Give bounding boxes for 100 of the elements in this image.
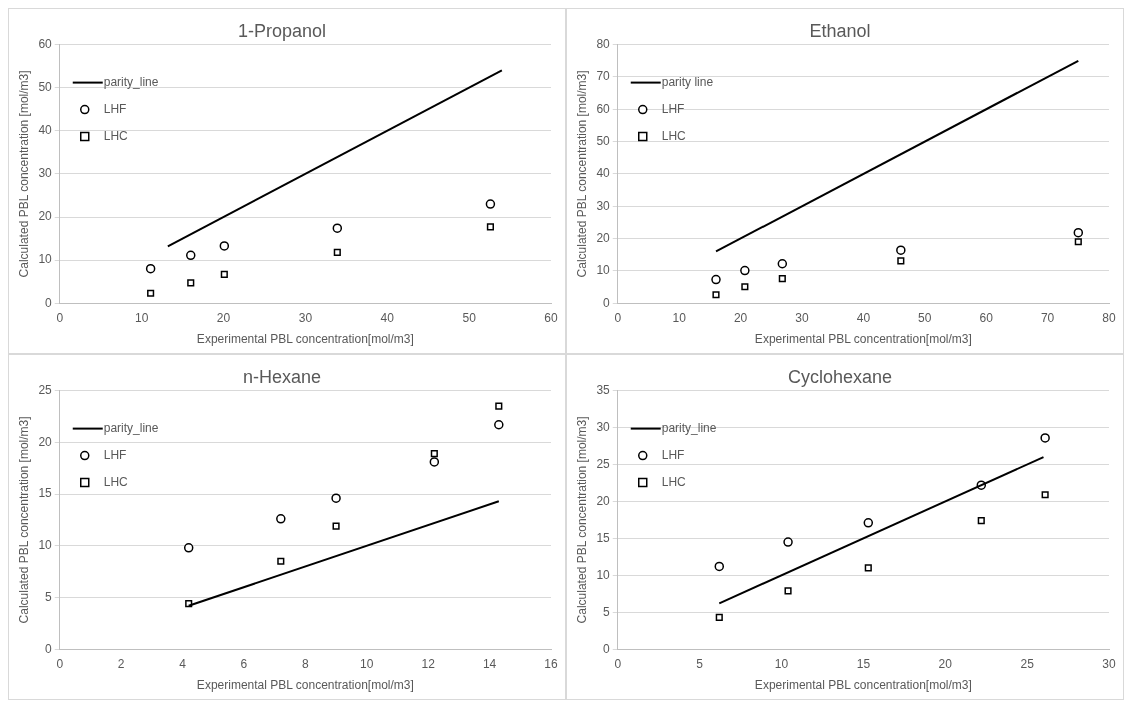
x-tick-label: 40 <box>856 310 871 325</box>
y-tick-label: 60 <box>596 101 611 116</box>
point <box>220 270 228 278</box>
point <box>784 587 792 595</box>
y-tick-label: 70 <box>596 69 611 84</box>
y-tick-label: 40 <box>38 123 53 138</box>
x-tick-label: 80 <box>1102 310 1116 325</box>
x-tick-label: 20 <box>938 656 953 671</box>
point <box>711 274 721 285</box>
x-tick-label: 10 <box>360 656 374 671</box>
x-tick-label: 12 <box>421 656 436 671</box>
y-tick-label: 15 <box>596 530 611 545</box>
point <box>333 248 341 256</box>
x-axis-title: Experimental PBL concentration[mol/m3] <box>196 332 414 347</box>
y-tick-label: 20 <box>596 493 611 508</box>
x-tick-label: 0 <box>614 310 622 325</box>
x-tick-label: 16 <box>544 656 558 671</box>
point <box>147 289 155 297</box>
point <box>777 259 788 269</box>
point <box>277 557 285 565</box>
x-tick-label: 60 <box>544 310 558 325</box>
y-axis-title: Calculated PBL concentration [mol/m3] <box>16 416 31 624</box>
y-tick-label: 15 <box>38 486 53 501</box>
point <box>712 291 720 299</box>
y-tick-label: 10 <box>38 252 53 267</box>
point <box>1040 433 1050 443</box>
x-axis-title: Experimental PBL concentration[mol/m3] <box>754 332 972 347</box>
point <box>714 561 725 572</box>
y-tick-label: 35 <box>596 382 611 397</box>
x-tick-label: 10 <box>672 310 687 325</box>
legend-label: LHF <box>103 447 127 462</box>
y-tick-label: 25 <box>596 456 611 471</box>
y-tick-label: 25 <box>38 382 53 397</box>
point <box>276 514 286 524</box>
point <box>145 263 156 274</box>
point <box>741 283 749 291</box>
y-tick-label: 60 <box>38 36 53 51</box>
x-tick-label: 50 <box>918 310 932 325</box>
legend-label: parity_line <box>103 420 159 435</box>
legend-label: LHF <box>103 101 127 116</box>
point <box>486 223 494 231</box>
legend-label: LHC <box>103 128 129 143</box>
point <box>187 279 195 287</box>
point <box>977 517 985 525</box>
x-tick-label: 0 <box>614 656 622 671</box>
point <box>897 257 905 265</box>
x-tick-label: 0 <box>56 656 64 671</box>
point <box>1074 238 1082 246</box>
y-tick-label: 5 <box>45 589 53 604</box>
point <box>778 275 786 283</box>
y-tick-label: 20 <box>596 230 611 245</box>
legend-label: parity line <box>661 74 714 89</box>
point <box>715 613 723 622</box>
point <box>1073 227 1084 238</box>
x-tick-label: 10 <box>774 656 789 671</box>
y-tick-label: 80 <box>596 36 611 51</box>
chart-title: Ethanol <box>809 20 871 41</box>
point <box>494 419 504 430</box>
x-tick-label: 2 <box>117 656 125 671</box>
point <box>740 265 750 276</box>
point <box>183 543 194 553</box>
chart-title: 1-Propanol <box>237 20 327 41</box>
y-tick-label: 5 <box>603 604 611 619</box>
y-tick-label: 10 <box>38 538 53 553</box>
x-tick-label: 8 <box>302 656 310 671</box>
y-tick-label: 50 <box>596 133 611 148</box>
chart-title: Cyclohexane <box>787 366 893 387</box>
y-tick-label: 30 <box>38 166 53 181</box>
x-tick-label: 20 <box>216 310 231 325</box>
point <box>864 564 872 572</box>
y-tick-label: 10 <box>596 567 611 582</box>
x-tick-label: 5 <box>696 656 704 671</box>
point <box>783 537 793 547</box>
x-tick-label: 60 <box>979 310 994 325</box>
point <box>896 245 906 255</box>
x-tick-label: 10 <box>134 310 149 325</box>
x-tick-label: 4 <box>179 656 187 671</box>
x-tick-label: 20 <box>733 310 748 325</box>
x-axis-title: Experimental PBL concentration[mol/m3] <box>196 678 414 693</box>
y-tick-label: 20 <box>38 434 53 449</box>
point <box>219 241 230 251</box>
y-axis-title: Calculated PBL concentration [mol/m3] <box>16 70 31 278</box>
y-tick-label: 10 <box>596 263 611 278</box>
point <box>429 457 440 467</box>
y-axis-title: Calculated PBL concentration [mol/m3] <box>574 416 589 624</box>
legend-label: LHC <box>661 128 687 143</box>
x-tick-label: 50 <box>462 310 477 325</box>
legend-label: parity_line <box>661 420 717 435</box>
x-tick-label: 40 <box>380 310 395 325</box>
y-tick-label: 0 <box>603 641 611 656</box>
y-tick-label: 30 <box>596 198 611 213</box>
y-axis-title: Calculated PBL concentration [mol/m3] <box>574 70 589 278</box>
point <box>1041 491 1049 499</box>
x-tick-label: 30 <box>1102 656 1116 671</box>
x-tick-label: 15 <box>856 656 871 671</box>
point <box>495 402 503 410</box>
legend-label: LHC <box>103 474 129 489</box>
y-tick-label: 0 <box>45 295 53 310</box>
legend-label: parity_line <box>103 74 159 89</box>
y-tick-label: 50 <box>38 80 53 95</box>
